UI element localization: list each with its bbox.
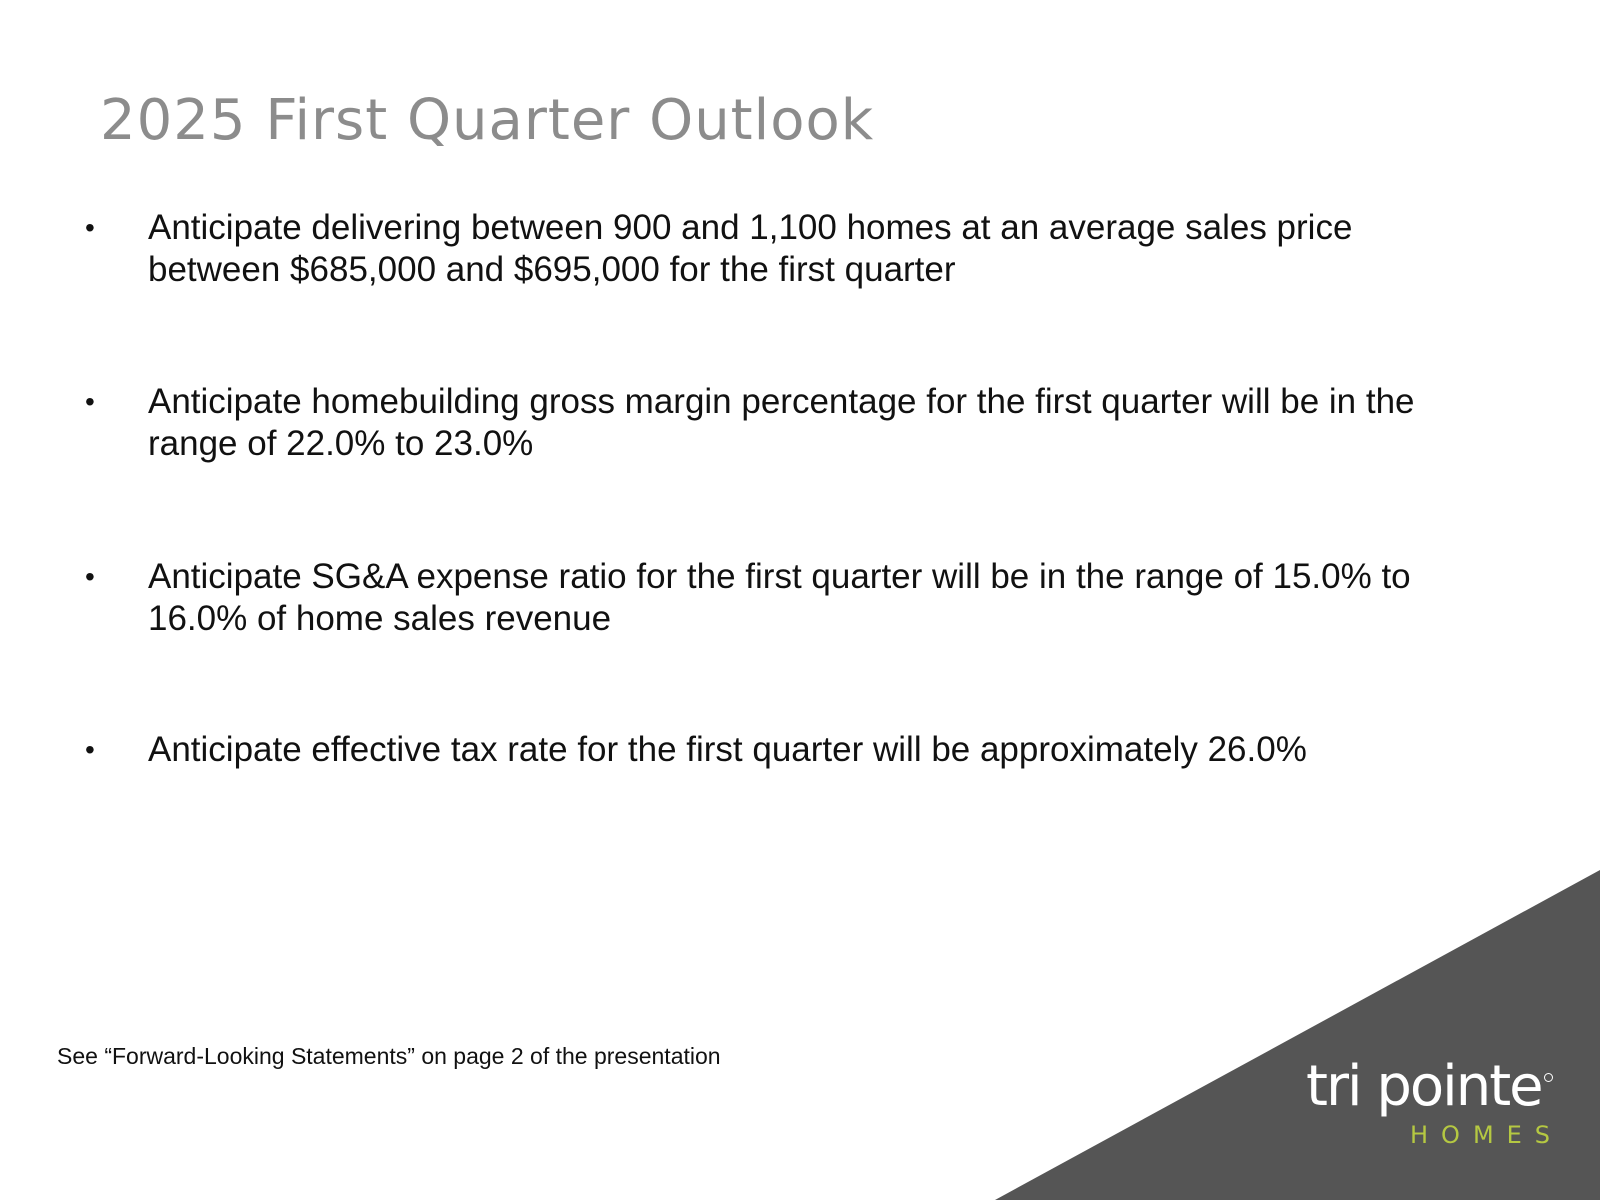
company-logo: tri pointe HOMES — [1306, 1055, 1556, 1155]
bullet-text: Anticipate delivering between 900 and 1,… — [148, 208, 1353, 289]
bullet-text: Anticipate effective tax rate for the fi… — [148, 730, 1307, 769]
registered-mark-icon — [1544, 1073, 1553, 1082]
bullet-marker-icon: • — [85, 734, 95, 765]
slide-title: 2025 First Quarter Outlook — [100, 88, 875, 153]
bullet-marker-icon: • — [85, 212, 95, 243]
bullet-text: Anticipate SG&A expense ratio for the fi… — [148, 557, 1411, 638]
bullet-marker-icon: • — [85, 386, 95, 417]
outlook-bullet-list: • Anticipate delivering between 900 and … — [85, 208, 1415, 769]
footnote: See “Forward-Looking Statements” on page… — [57, 1043, 721, 1069]
bullet-text: Anticipate homebuilding gross margin per… — [148, 382, 1415, 463]
logo-subtitle: HOMES — [1410, 1121, 1564, 1149]
logo-wordmark: tri pointe — [1306, 1054, 1544, 1119]
bullet-marker-icon: • — [85, 561, 95, 592]
